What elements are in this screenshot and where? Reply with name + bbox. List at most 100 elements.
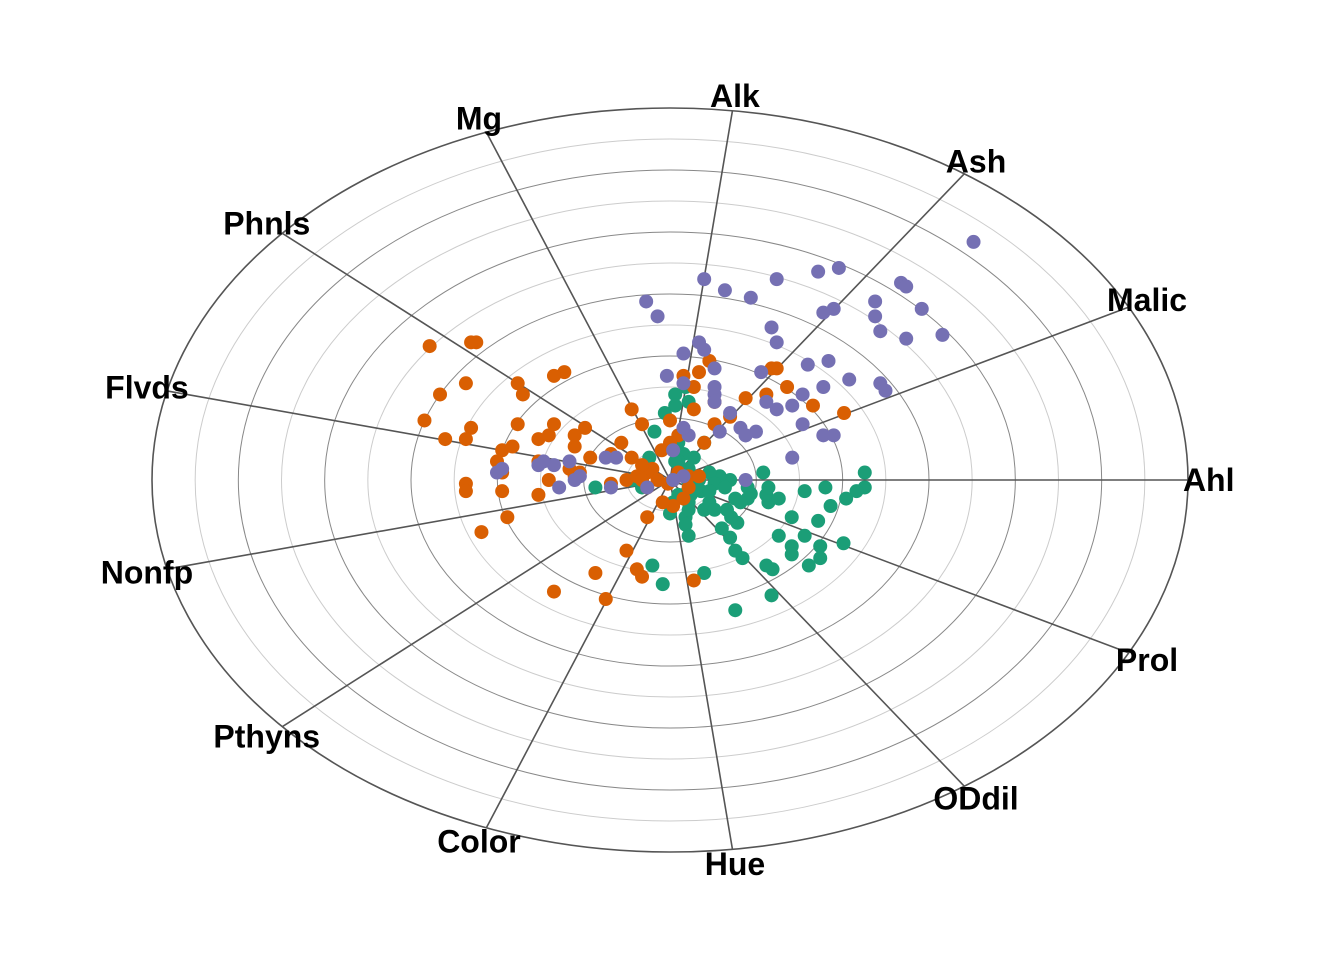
data-point xyxy=(849,484,864,499)
data-point xyxy=(495,461,510,476)
data-point xyxy=(598,450,613,465)
data-point xyxy=(784,547,799,562)
data-point xyxy=(738,428,753,443)
data-point xyxy=(743,290,758,305)
data-point xyxy=(797,484,812,499)
data-point xyxy=(500,510,515,525)
data-point xyxy=(676,346,691,361)
data-point xyxy=(813,539,828,554)
anchor-axis xyxy=(669,306,1129,481)
data-point xyxy=(647,424,662,439)
data-point xyxy=(816,380,831,394)
data-point xyxy=(764,588,779,603)
data-point xyxy=(588,566,603,580)
data-point xyxy=(785,398,800,413)
data-point xyxy=(717,283,732,298)
data-point xyxy=(813,551,828,566)
anchor-label: Flvds xyxy=(105,369,189,405)
data-point xyxy=(681,480,696,495)
data-point xyxy=(668,387,683,402)
anchor-label: Phnls xyxy=(223,205,310,241)
data-point xyxy=(842,372,857,387)
data-point xyxy=(914,301,929,316)
data-point xyxy=(805,398,820,413)
data-point xyxy=(714,521,729,536)
data-point xyxy=(433,387,448,402)
data-point xyxy=(811,513,826,528)
data-point xyxy=(603,480,618,495)
data-point xyxy=(707,502,722,517)
anchor-axis xyxy=(669,110,734,481)
data-point xyxy=(697,435,712,450)
anchor-label: Pthyns xyxy=(213,719,320,755)
data-point xyxy=(578,420,593,435)
data-point xyxy=(769,272,784,287)
data-point xyxy=(837,406,852,421)
data-point xyxy=(678,517,693,532)
data-point xyxy=(785,450,800,465)
data-point xyxy=(668,398,683,413)
data-point xyxy=(546,368,561,383)
data-point xyxy=(868,294,883,309)
data-point xyxy=(723,406,738,421)
data-point xyxy=(697,566,712,580)
data-point xyxy=(546,417,561,432)
data-point xyxy=(464,420,479,435)
data-point xyxy=(771,528,786,543)
data-point xyxy=(666,443,681,458)
data-point xyxy=(458,376,473,391)
data-point xyxy=(831,260,846,275)
data-point xyxy=(697,342,712,357)
data-point xyxy=(836,536,851,551)
data-point xyxy=(635,458,650,473)
data-point xyxy=(821,353,836,368)
data-point xyxy=(811,264,826,279)
data-point xyxy=(495,484,510,499)
data-point xyxy=(686,573,701,588)
data-point xyxy=(702,484,717,499)
data-point xyxy=(738,473,753,487)
anchor-axis xyxy=(669,479,734,850)
data-point xyxy=(635,417,650,432)
data-point xyxy=(588,480,603,495)
anchor-label: Nonfp xyxy=(101,555,193,591)
data-point xyxy=(759,394,774,409)
anchor-label: Prol xyxy=(1116,642,1178,678)
data-point xyxy=(624,402,639,417)
anchor-label: Ahl xyxy=(1183,462,1235,498)
data-point xyxy=(707,361,722,376)
data-point xyxy=(624,450,639,465)
data-point xyxy=(935,327,950,342)
data-point xyxy=(878,383,893,398)
data-point xyxy=(723,530,738,545)
data-point xyxy=(823,499,838,514)
data-point xyxy=(567,473,582,487)
data-point xyxy=(795,387,810,402)
data-point xyxy=(728,543,743,558)
data-point xyxy=(645,558,660,573)
data-point xyxy=(712,424,727,439)
anchor-label: Malic xyxy=(1107,282,1187,318)
data-point xyxy=(541,473,556,487)
data-point xyxy=(531,458,546,473)
data-point xyxy=(583,450,598,465)
data-point xyxy=(761,480,776,495)
data-point xyxy=(769,335,784,350)
data-point xyxy=(640,510,655,525)
data-point xyxy=(562,454,577,469)
data-point xyxy=(784,510,799,525)
anchor-axis xyxy=(166,479,671,570)
data-point xyxy=(663,413,677,428)
anchor-axis xyxy=(281,479,671,728)
data-point xyxy=(759,558,774,573)
data-point xyxy=(692,469,707,484)
data-point xyxy=(655,577,670,592)
data-point xyxy=(609,450,624,465)
data-point xyxy=(655,495,670,510)
data-point xyxy=(681,502,696,517)
data-point xyxy=(764,320,779,335)
data-point xyxy=(676,491,691,506)
data-point xyxy=(659,368,674,383)
data-point xyxy=(458,432,473,447)
